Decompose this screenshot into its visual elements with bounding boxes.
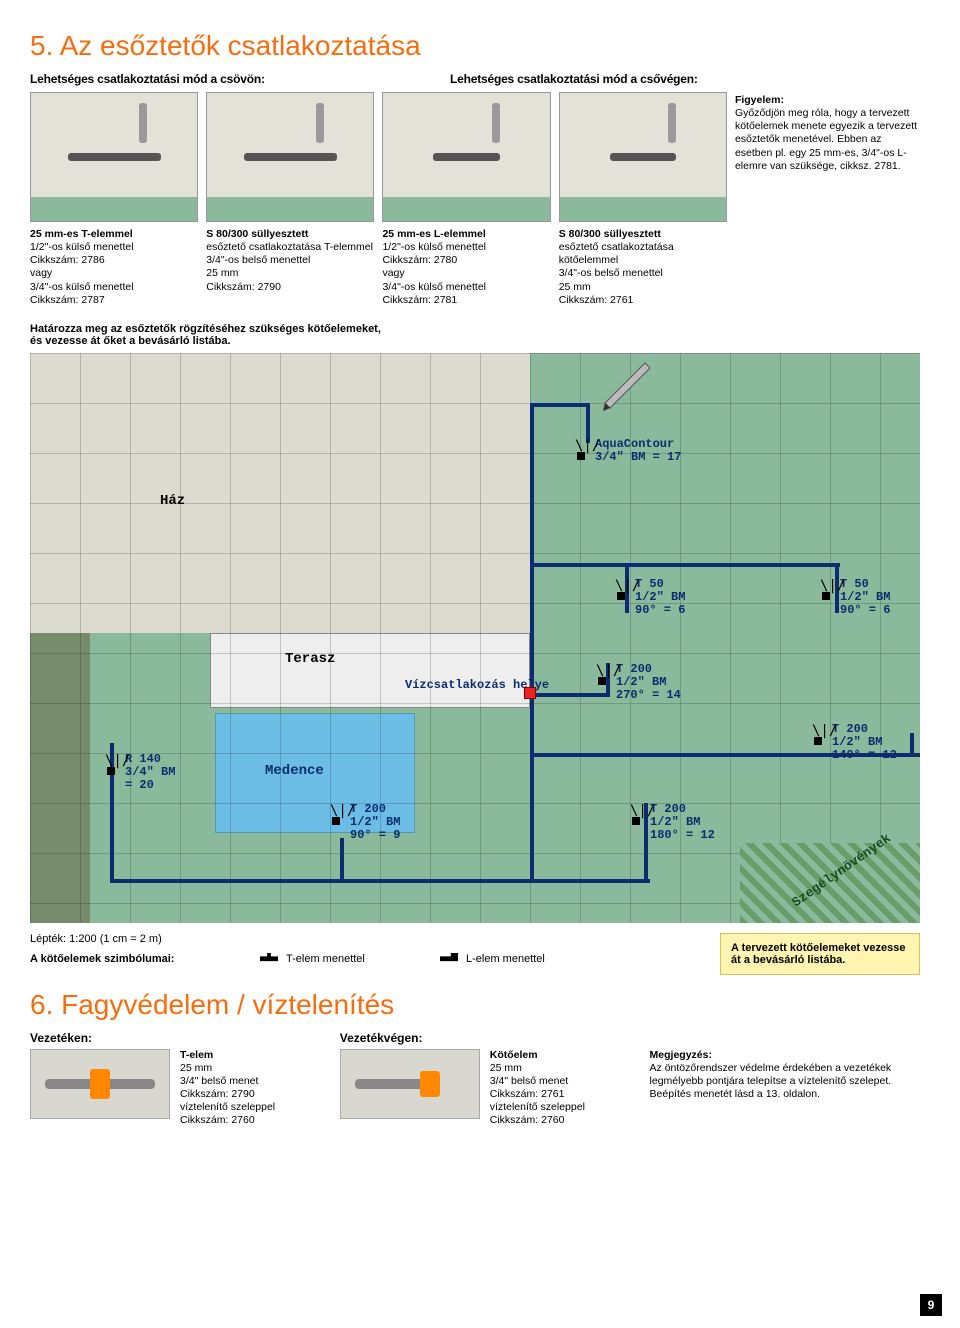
pipe	[910, 733, 914, 757]
scale-text: Lépték: 1:200 (1 cm = 2 m)	[30, 933, 230, 945]
option-4-image	[559, 92, 727, 222]
options-row: 25 mm-es T-elemmel1/2"-os külső menettel…	[30, 92, 920, 307]
sec6-note-heading: Megjegyzés:	[650, 1049, 712, 1061]
sec6-on-pipe: Vezetéken: T-elem25 mm3/4" belső menetCi…	[30, 1031, 320, 1128]
section-6-title: 6. Fagyvédelem / víztelenítés	[30, 989, 920, 1021]
sec6-text-left: T-elem25 mm3/4" belső menetCikkszám: 279…	[180, 1049, 275, 1128]
pool-label: Medence	[265, 763, 324, 779]
page-number: 9	[920, 1294, 942, 1316]
yellow-note: A tervezett kötőelemeket vezesse át a be…	[720, 933, 920, 975]
sprinkler-label: T 501/2" BM90° = 6	[635, 578, 685, 618]
t-elem-label: T-elem menettel	[286, 953, 365, 965]
sprinkler-label: T 2001/2" BM270° = 14	[616, 663, 681, 703]
house-label: Ház	[160, 493, 185, 509]
note-body: Győződjön meg róla, hogy a tervezett köt…	[735, 107, 917, 172]
note-heading: Figyelem:	[735, 94, 784, 106]
sec6-img-end	[340, 1049, 480, 1119]
sprinkler-marker	[822, 592, 830, 600]
water-connection-icon	[524, 687, 536, 699]
section-5-intro: Határozza meg az esőztetők rögzítéséhez …	[30, 323, 390, 347]
subtitle-pipe: Lehetséges csatlakoztatási mód a csövön:	[30, 72, 410, 86]
irrigation-plan: Ház Terasz Medence Vízcsatlakozás helye …	[30, 353, 920, 923]
l-elem-icon	[440, 953, 458, 965]
pipe	[530, 403, 534, 883]
option-4-caption: S 80/300 süllyesztettesőztető csatlakozt…	[559, 228, 727, 307]
option-3-caption: 25 mm-es L-elemmel1/2"-os külső menettel…	[382, 228, 550, 307]
attention-note: Figyelem: Győződjön meg róla, hogy a ter…	[735, 92, 920, 307]
option-3-image	[382, 92, 550, 222]
sprinkler-label: R 1403/4" BM= 20	[125, 753, 175, 793]
sprinkler-marker	[632, 817, 640, 825]
sec6-sub-pipe: Vezetéken:	[30, 1031, 320, 1045]
section-5-title: 5. Az esőztetők csatlakoztatása	[30, 30, 920, 62]
sec6-note-body: Az öntözőrendszer védelme érdekében a ve…	[650, 1062, 892, 1100]
option-2: S 80/300 süllyesztettesőztető csatlakozt…	[206, 92, 374, 307]
sprinkler-marker	[332, 817, 340, 825]
option-1: 25 mm-es T-elemmel1/2"-os külső menettel…	[30, 92, 198, 307]
sprinkler-label: T 2001/2" BM180° = 12	[650, 803, 715, 843]
option-1-image	[30, 92, 198, 222]
terrace-label: Terasz	[285, 651, 335, 667]
sprinkler-label: AquaContour3/4" BM = 17	[595, 438, 681, 464]
subtitle-end: Lehetséges csatlakoztatási mód a csővége…	[450, 72, 830, 86]
sec6-text-right: Kötőelem25 mm3/4" belső menetCikkszám: 2…	[490, 1049, 585, 1128]
option-4: S 80/300 süllyesztettesőztető csatlakozt…	[559, 92, 727, 307]
option-1-caption: 25 mm-es T-elemmel1/2"-os külső menettel…	[30, 228, 198, 307]
sprinkler-label: T 2001/2" BM90° = 9	[350, 803, 400, 843]
sprinkler-label: T 501/2" BM90° = 6	[840, 578, 890, 618]
sec6-sub-end: Vezetékvégen:	[340, 1031, 630, 1045]
section-6-row: Vezetéken: T-elem25 mm3/4" belső menetCi…	[30, 1031, 920, 1128]
l-elem-label: L-elem menettel	[466, 953, 545, 965]
sprinkler-marker	[598, 677, 606, 685]
pipe	[110, 879, 650, 883]
sprinkler-marker	[107, 767, 115, 775]
l-elem-symbol: L-elem menettel	[440, 953, 590, 965]
sec6-on-end: Vezetékvégen: Kötőelem25 mm3/4" belső me…	[340, 1031, 630, 1128]
subtitle-row: Lehetséges csatlakoztatási mód a csövön:…	[30, 72, 920, 86]
option-2-image	[206, 92, 374, 222]
sec6-img-pipe	[30, 1049, 170, 1119]
symbols-label: A kötőelemek szimbólumai:	[30, 953, 230, 965]
pencil-icon	[595, 353, 655, 413]
pipe	[586, 403, 590, 443]
sprinkler-marker	[617, 592, 625, 600]
pipe	[530, 693, 610, 697]
pipe	[340, 838, 344, 883]
sprinkler-marker	[814, 737, 822, 745]
pipe	[530, 563, 840, 567]
t-elem-icon	[260, 953, 278, 965]
sprinkler-label: T 2001/2" BM140° = 12	[832, 723, 897, 763]
option-2-caption: S 80/300 süllyesztettesőztető csatlakozt…	[206, 228, 374, 294]
sec6-note: Megjegyzés: Az öntözőrendszer védelme ér…	[650, 1031, 920, 1128]
plan-grid	[30, 353, 920, 923]
pipe	[530, 403, 590, 407]
t-elem-symbol: T-elem menettel	[260, 953, 410, 965]
sprinkler-marker	[577, 452, 585, 460]
legend-row: Lépték: 1:200 (1 cm = 2 m) A kötőelemek …	[30, 933, 920, 975]
option-3: 25 mm-es L-elemmel1/2"-os külső menettel…	[382, 92, 550, 307]
